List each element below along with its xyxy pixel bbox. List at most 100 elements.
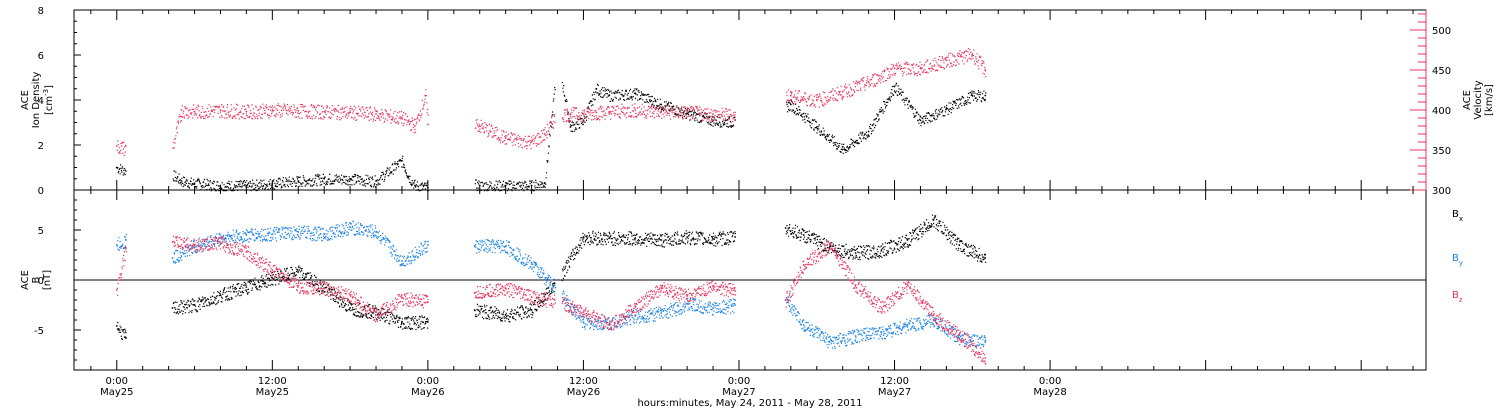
data-point-velocity xyxy=(595,111,598,114)
data-point-velocity xyxy=(323,110,326,113)
velocity-tick-label: 350 xyxy=(1432,146,1451,157)
data-point-velocity xyxy=(984,69,987,71)
density-tick-label: 6 xyxy=(38,51,44,62)
data-point-By xyxy=(634,315,637,317)
data-point-velocity xyxy=(569,113,572,115)
data-point-Bz xyxy=(854,284,857,286)
data-point-Bz xyxy=(473,292,476,294)
data-point-Bx xyxy=(880,249,883,251)
data-point-Bz xyxy=(401,297,403,299)
series-density xyxy=(115,81,987,192)
data-point-density xyxy=(180,180,183,182)
data-point-velocity xyxy=(504,137,507,139)
data-point-velocity xyxy=(893,67,896,70)
data-point-Bz xyxy=(984,357,987,359)
data-point-Bx xyxy=(271,277,274,279)
time-tick-label: 0:00 xyxy=(106,376,128,387)
series-velocity xyxy=(115,48,987,156)
data-point-Bx xyxy=(426,321,429,323)
data-point-By xyxy=(712,307,714,309)
data-point-By xyxy=(854,335,857,337)
data-point-density xyxy=(407,175,410,178)
data-point-Bz xyxy=(504,287,507,289)
data-point-By xyxy=(124,239,127,241)
data-point-Bx xyxy=(582,236,585,238)
data-point-Bz xyxy=(426,301,429,303)
data-point-density xyxy=(841,148,844,151)
date-tick-label: May27 xyxy=(722,387,755,398)
b-field-label-line-2: B xyxy=(31,276,42,283)
data-point-density xyxy=(478,184,481,187)
series-Bx xyxy=(115,214,987,340)
data-point-density xyxy=(919,119,922,122)
data-point-velocity xyxy=(375,113,377,115)
time-axis-ticks: 0:00May2512:00May250:00May2612:00May260:… xyxy=(90,10,1414,398)
data-point-By xyxy=(504,245,507,247)
data-point-density xyxy=(660,103,663,106)
data-point-density xyxy=(867,130,870,133)
date-tick-label: May27 xyxy=(878,387,911,398)
data-points-Bx xyxy=(116,214,987,340)
data-point-velocity xyxy=(424,94,427,97)
data-point-Bx xyxy=(115,325,118,327)
data-point-By xyxy=(530,263,533,265)
data-point-Bx xyxy=(854,252,857,254)
series-group xyxy=(115,48,987,365)
data-point-Bz xyxy=(219,242,222,244)
date-tick-label: May26 xyxy=(567,387,600,398)
data-point-velocity xyxy=(530,141,533,143)
data-points-velocity xyxy=(116,48,987,156)
data-point-Bz xyxy=(634,306,637,308)
data-point-Bx xyxy=(401,321,403,323)
data-point-By xyxy=(582,321,585,323)
data-point-density xyxy=(401,159,403,162)
b-field-tick-label: 0 xyxy=(38,276,44,287)
data-point-density xyxy=(375,180,377,182)
data-point-By xyxy=(245,234,248,236)
data-point-velocity xyxy=(945,59,948,62)
data-point-Bx xyxy=(802,234,805,236)
data-point-velocity xyxy=(582,113,585,115)
data-point-density xyxy=(893,85,896,88)
b-field-tick-label: 5 xyxy=(38,226,44,237)
time-tick-label: 0:00 xyxy=(417,376,439,387)
density-axis-label: ACE Ion Density [cm-3] xyxy=(20,72,55,129)
data-point-Bx xyxy=(608,237,611,239)
data-point-velocity xyxy=(271,109,274,111)
data-point-density xyxy=(349,177,352,180)
data-point-Bx xyxy=(828,246,831,248)
data-point-velocity xyxy=(349,111,352,114)
x-axis-title: hours:minutes, May 24, 2011 - May 28, 20… xyxy=(637,398,862,409)
data-point-velocity xyxy=(686,111,689,114)
data-point-Bx xyxy=(349,307,352,309)
series-Bz xyxy=(115,235,987,365)
data-point-velocity xyxy=(219,109,222,111)
data-point-Bz xyxy=(193,244,196,246)
data-point-By xyxy=(323,233,326,235)
date-tick-label: May25 xyxy=(256,387,289,398)
data-point-By xyxy=(375,231,377,233)
data-point-velocity xyxy=(789,94,792,97)
data-point-Bx xyxy=(530,309,533,311)
data-point-velocity xyxy=(414,125,416,127)
data-point-velocity xyxy=(193,110,196,113)
data-point-velocity xyxy=(478,125,481,127)
time-tick-label: 12:00 xyxy=(880,376,909,387)
data-point-Bz xyxy=(124,247,127,249)
data-point-Bx xyxy=(297,271,300,273)
data-point-By xyxy=(171,257,174,259)
data-point-Bz xyxy=(686,295,689,297)
data-point-density xyxy=(569,126,572,128)
data-point-Bx xyxy=(932,219,935,221)
data-point-density xyxy=(543,182,546,185)
data-points-density xyxy=(116,81,987,192)
data-point-Bx xyxy=(124,337,127,339)
velocity-tick-label: 450 xyxy=(1432,66,1451,77)
density-label-superscript: -3 xyxy=(42,89,50,96)
data-point-Bz xyxy=(608,324,611,326)
data-point-Bx xyxy=(712,238,714,240)
data-point-density xyxy=(414,184,416,187)
data-point-Bx xyxy=(219,294,222,296)
data-point-Bx xyxy=(504,314,507,316)
